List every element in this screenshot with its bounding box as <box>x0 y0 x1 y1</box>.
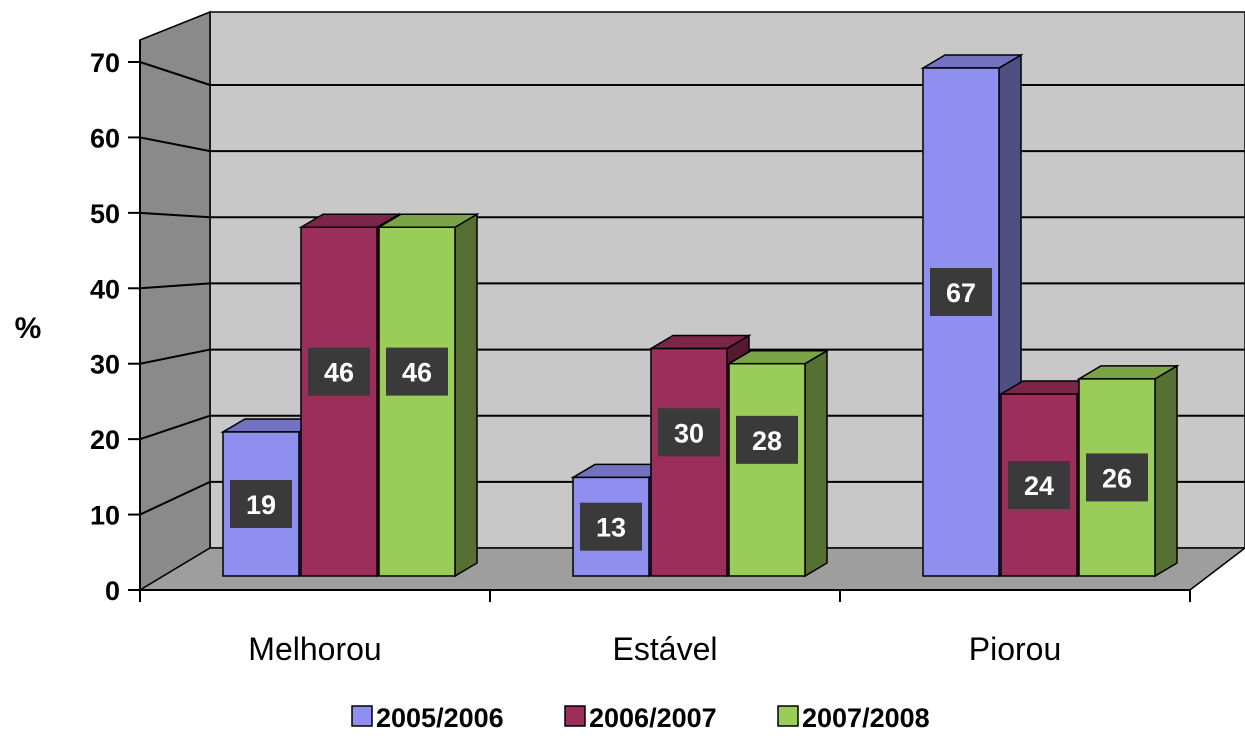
y-axis-title: % <box>15 312 42 345</box>
category-label: Piorou <box>969 631 1062 667</box>
side-wall <box>139 10 211 592</box>
bar-front <box>300 226 378 577</box>
bar-front <box>728 362 806 577</box>
y-tick-label: 60 <box>90 123 120 153</box>
gridline-side <box>139 282 211 290</box>
y-tick-labels: 0 10 20 30 40 50 60 70 <box>90 48 120 606</box>
legend-label: 2006/2007 <box>589 703 717 733</box>
bar: 26 <box>1076 364 1180 578</box>
data-label: 46 <box>402 358 432 388</box>
data-label-box <box>230 479 292 528</box>
category-label: Melhorou <box>248 631 381 667</box>
legend-swatch <box>564 705 586 727</box>
bar-front <box>922 67 1000 577</box>
y-tick-label: 40 <box>90 274 120 304</box>
data-label: 26 <box>1102 463 1132 493</box>
data-label: 19 <box>246 490 276 520</box>
bar-side <box>1154 364 1178 578</box>
gridline-side <box>139 480 211 516</box>
data-label: 13 <box>596 513 626 543</box>
data-label-box <box>930 268 992 316</box>
data-label-box <box>386 347 448 396</box>
data-label-box <box>658 408 720 457</box>
legend-swatch <box>351 705 373 727</box>
bar-side <box>454 212 478 578</box>
y-tick-label: 30 <box>90 350 120 380</box>
gridline-side <box>139 61 211 86</box>
legend: 2005/2006 2006/2007 2007/2008 <box>351 703 930 733</box>
bars: 19 46 46 13 30 28 67 24 26 <box>220 53 1180 578</box>
data-label: 30 <box>674 418 704 448</box>
bar-front <box>650 347 728 577</box>
data-label-box <box>1086 453 1148 502</box>
legend-item: 2006/2007 <box>564 703 717 733</box>
category-labels: Melhorou Estável Piorou <box>248 631 1061 667</box>
category-label: Estável <box>613 631 718 667</box>
data-label-box <box>736 415 798 464</box>
y-tick-label: 50 <box>90 199 120 229</box>
gridline-side <box>139 414 211 441</box>
y-tick-label: 0 <box>105 576 120 606</box>
y-tick-label: 70 <box>90 48 120 78</box>
data-label: 67 <box>946 278 976 308</box>
data-label: 24 <box>1024 471 1054 501</box>
axes <box>128 40 1191 602</box>
bar: 28 <box>726 349 830 578</box>
data-label: 28 <box>752 426 782 456</box>
data-label-box <box>1008 461 1070 510</box>
data-label-box <box>308 347 370 396</box>
gridline-side <box>139 348 211 365</box>
bar: 46 <box>376 212 480 578</box>
legend-label: 2007/2008 <box>802 703 930 733</box>
legend-item: 2005/2006 <box>351 703 504 733</box>
bar-front <box>378 226 456 577</box>
legend-item: 2007/2008 <box>777 703 930 733</box>
legend-label: 2005/2006 <box>376 703 504 733</box>
bar: 67 <box>920 53 1024 578</box>
y-tick-label: 10 <box>90 501 120 531</box>
bar-side <box>804 349 828 578</box>
gridline-side <box>139 136 211 153</box>
y-tick-label: 20 <box>90 425 120 455</box>
gridline-side <box>139 211 211 219</box>
legend-swatch <box>777 705 799 727</box>
data-label: 46 <box>324 358 354 388</box>
data-label-box <box>580 502 642 551</box>
